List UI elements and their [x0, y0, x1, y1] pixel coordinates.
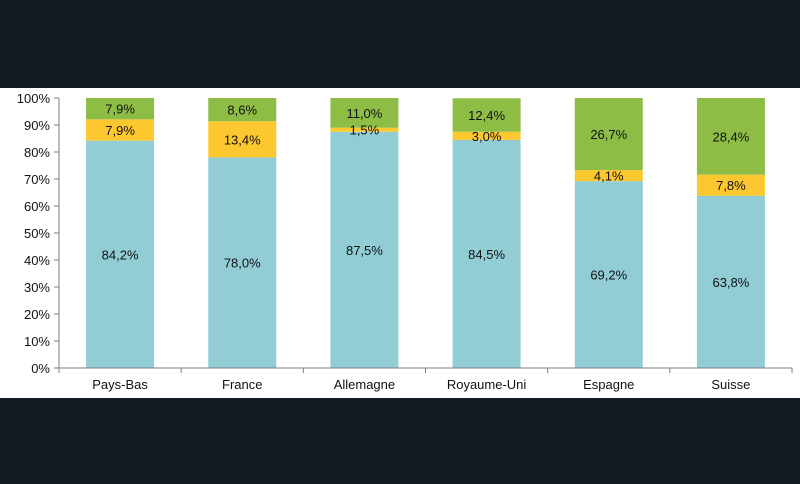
- bar-segment-3-1: [208, 98, 277, 122]
- data-label-3-2: 11,0%: [346, 106, 382, 121]
- category-label-0: Pays-Bas: [92, 377, 148, 392]
- data-label-2-3: 3,0%: [472, 129, 502, 144]
- top-frame: [0, 0, 800, 88]
- bars-group: [86, 98, 765, 368]
- data-label-2-1: 13,4%: [224, 132, 261, 147]
- bar-segment-3-2: [330, 98, 399, 128]
- y-tick-label-5: 50%: [24, 226, 50, 241]
- bar-segment-3-0: [86, 98, 155, 120]
- axes-group: [54, 97, 793, 373]
- data-label-3-3: 12,4%: [468, 108, 505, 123]
- bar-segment-3-5: [696, 98, 765, 175]
- category-label-5: Suisse: [711, 377, 750, 392]
- data-label-3-0: 7,9%: [105, 102, 135, 117]
- y-tick-label-0: 0%: [31, 361, 50, 376]
- data-label-1-1: 78,0%: [224, 256, 261, 271]
- bar-segment-2-2: [330, 127, 399, 132]
- bottom-frame: [0, 398, 800, 484]
- bar-segment-2-3: [452, 131, 521, 140]
- data-label-1-5: 63,8%: [712, 275, 749, 290]
- y-tick-label-6: 60%: [24, 199, 50, 214]
- category-label-3: Royaume-Uni: [447, 377, 527, 392]
- bar-segment-2-1: [208, 121, 277, 158]
- bar-segment-2-4: [574, 170, 643, 182]
- bar-segment-1-2: [330, 131, 399, 368]
- data-label-1-3: 84,5%: [468, 247, 505, 262]
- data-label-3-5: 28,4%: [712, 129, 749, 144]
- y-tick-label-8: 80%: [24, 145, 50, 160]
- y-tick-label-10: 100%: [17, 91, 51, 106]
- y-tick-label-2: 20%: [24, 307, 50, 322]
- y-tick-label-3: 30%: [24, 280, 50, 295]
- bar-segment-1-5: [696, 195, 765, 368]
- bar-segment-1-1: [208, 157, 277, 368]
- bar-segment-2-5: [696, 174, 765, 196]
- y-tick-label-1: 10%: [24, 334, 50, 349]
- data-label-3-4: 26,7%: [590, 127, 627, 142]
- data-label-2-0: 7,9%: [105, 123, 135, 138]
- category-label-4: Espagne: [583, 377, 634, 392]
- data-label-1-4: 69,2%: [590, 268, 627, 283]
- bar-segment-3-4: [574, 98, 643, 171]
- category-label-2: Allemagne: [334, 377, 395, 392]
- data-label-2-4: 4,1%: [594, 169, 624, 184]
- labels-group: 84,2% 7,9% 7,9% Pays-Bas 78,0% 13,4% 8,6% Franc…: [17, 91, 751, 392]
- bar-segment-1-0: [86, 140, 155, 368]
- bar-segment-2-0: [86, 119, 155, 141]
- data-label-1-2: 87,5%: [346, 243, 383, 258]
- data-label-3-1: 8,6%: [227, 103, 257, 118]
- category-label-1: France: [222, 377, 262, 392]
- data-label-2-5: 7,8%: [716, 178, 746, 193]
- data-label-1-0: 84,2%: [102, 247, 139, 262]
- bar-segment-1-4: [574, 181, 643, 368]
- y-tick-label-9: 90%: [24, 118, 50, 133]
- y-tick-label-7: 70%: [24, 172, 50, 187]
- y-tick-label-4: 40%: [24, 253, 50, 268]
- bar-segment-3-3: [452, 98, 521, 132]
- bar-segment-1-3: [452, 139, 521, 368]
- data-label-2-2: 1,5%: [350, 123, 380, 138]
